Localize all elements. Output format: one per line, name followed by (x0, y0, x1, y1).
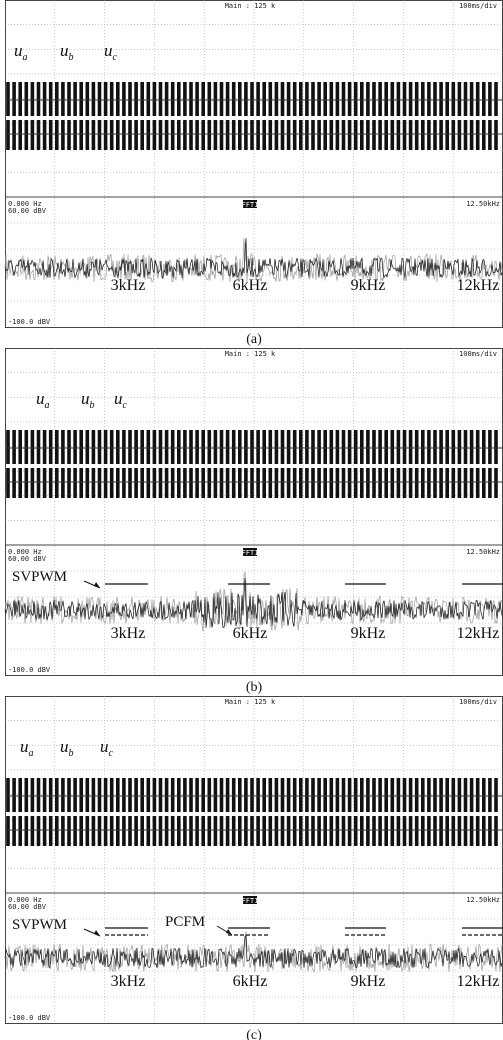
fft-bottom: -100.0 dBV (8, 666, 51, 674)
phase-label: ub (60, 41, 74, 63)
freq-label: 6kHz (233, 973, 268, 990)
fft-ref: 60.00 dBV (8, 207, 47, 215)
fft-bottom: -100.0 dBV (8, 318, 51, 326)
arrow-head (226, 929, 232, 935)
waveform (8, 430, 496, 498)
time-div: 100ms/div (459, 2, 497, 10)
fft-span: 12.50kHz (466, 896, 500, 904)
phase-label: ua (20, 737, 34, 759)
freq-label: 12kHz (457, 973, 500, 990)
phase-label: uc (104, 41, 118, 63)
page: {"panels": [ {"top_label": "Main : 125 k… (0, 0, 503, 1040)
phase-label: ua (36, 389, 50, 411)
freq-label: 9kHz (351, 625, 386, 642)
phase-base: u (20, 737, 29, 756)
phase-sub: b (69, 52, 74, 63)
phase-base: u (60, 41, 69, 60)
fft-span: 12.50kHz (466, 548, 500, 556)
phase-label: ub (60, 737, 74, 759)
freq-label: 12kHz (457, 277, 500, 294)
freq-label: 9kHz (351, 973, 386, 990)
fft-ref: 60.00 dBV (8, 903, 47, 911)
phase-sub: b (90, 400, 95, 411)
freq-label: 6kHz (233, 625, 268, 642)
annotation: PCFM (165, 914, 205, 930)
waveform (8, 82, 496, 150)
main-label: Main : 125 k (225, 350, 276, 358)
spectrum (5, 931, 502, 972)
phase-sub: a (23, 52, 28, 63)
phase-base: u (14, 41, 23, 60)
freq-label: 9kHz (351, 277, 386, 294)
fft-tag: FFT1 (242, 549, 259, 557)
phase-base: u (81, 389, 90, 408)
freq-label: 3kHz (111, 625, 146, 642)
phase-label: uc (100, 737, 114, 759)
waveform (8, 778, 496, 846)
annotation: SVPWM (12, 569, 67, 585)
freq-label: 12kHz (457, 625, 500, 642)
main-label: Main : 125 k (225, 2, 276, 10)
freq-label: 3kHz (111, 277, 146, 294)
time-div: 100ms/div (459, 350, 497, 358)
freq-label: 3kHz (111, 973, 146, 990)
annotation: SVPWM (12, 917, 67, 933)
phase-sub: a (29, 748, 34, 759)
phase-base: u (114, 389, 123, 408)
phase-base: u (36, 389, 45, 408)
figure: Main : 125 k100ms/divuaubuc0.000 Hz60.00… (0, 0, 503, 1040)
phase-sub: a (45, 400, 50, 411)
phase-sub: c (123, 400, 128, 411)
phase-base: u (104, 41, 113, 60)
fft-ref: 60.00 dBV (8, 555, 47, 563)
phase-sub: c (113, 52, 118, 63)
fft-tag: FFT1 (242, 897, 259, 905)
time-div: 100ms/div (459, 698, 497, 706)
caption: (b) (246, 680, 263, 695)
phase-label: uc (114, 389, 128, 411)
caption: (c) (246, 1028, 262, 1040)
caption: (a) (246, 332, 262, 347)
fft-span: 12.50kHz (466, 200, 500, 208)
phase-base: u (100, 737, 109, 756)
phase-label: ua (14, 41, 28, 63)
main-label: Main : 125 k (225, 698, 276, 706)
spectrum (5, 578, 502, 628)
phase-base: u (60, 737, 69, 756)
phase-label: ub (81, 389, 95, 411)
fft-tag: FFT1 (242, 201, 259, 209)
phase-sub: b (69, 748, 74, 759)
fft-bottom: -100.0 dBV (8, 1014, 51, 1022)
freq-label: 6kHz (233, 277, 268, 294)
phase-sub: c (109, 748, 114, 759)
